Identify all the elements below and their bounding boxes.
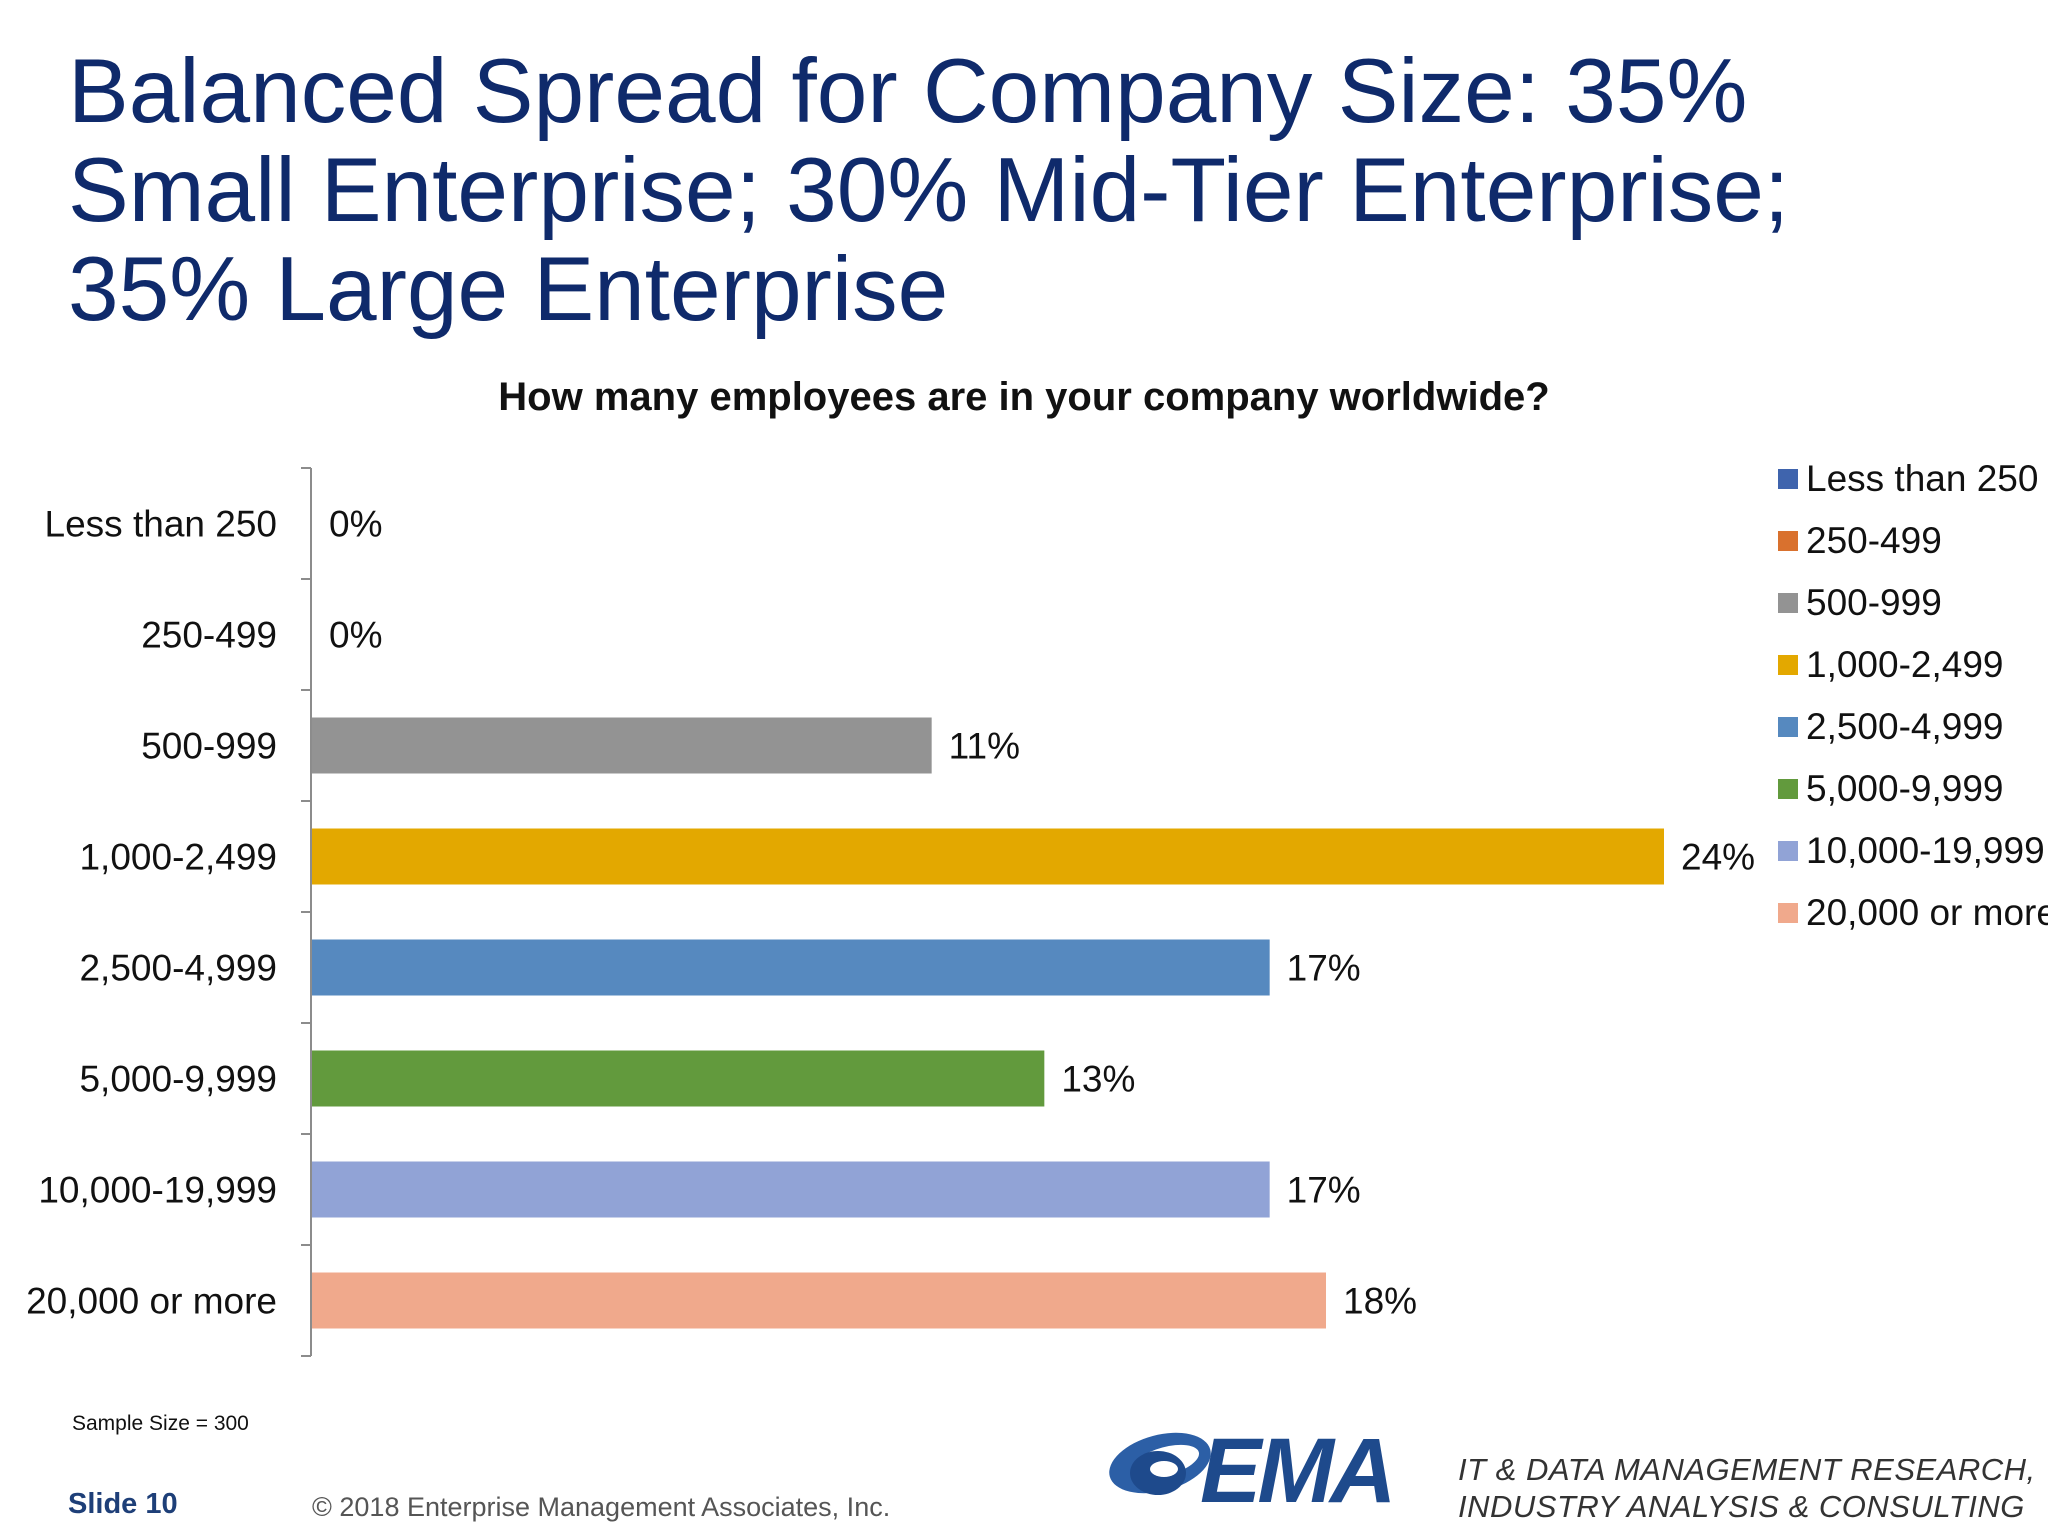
- category-label: 500-999: [141, 726, 277, 767]
- legend-item: 20,000 or more: [1778, 882, 2048, 944]
- data-label: 24%: [1681, 837, 1755, 878]
- ema-logo-text: EMA: [1200, 1420, 1396, 1522]
- sample-size-note: Sample Size = 300: [72, 1412, 249, 1435]
- slide-title: Balanced Spread for Company Size: 35% Sm…: [68, 42, 1968, 339]
- legend-item: 2,500-4,999: [1778, 696, 2048, 758]
- legend-item: 5,000-9,999: [1778, 758, 2048, 820]
- legend-swatch: [1778, 903, 1798, 923]
- category-label: 1,000-2,499: [79, 837, 277, 878]
- data-label: 13%: [1061, 1059, 1135, 1100]
- category-label: 2,500-4,999: [79, 948, 277, 989]
- legend-label: 2,500-4,999: [1806, 706, 2004, 747]
- bar: [312, 1272, 1326, 1329]
- legend-label: 10,000-19,999: [1806, 830, 2045, 871]
- company-tagline: IT & DATA MANAGEMENT RESEARCH, INDUSTRY …: [1458, 1451, 2036, 1525]
- legend-label: Less than 250: [1806, 458, 2039, 499]
- slide-title-line-3: 35% Large Enterprise: [68, 239, 949, 340]
- slide-title-line-2: Small Enterprise; 30% Mid-Tier Enterpris…: [68, 140, 1790, 241]
- legend-item: 1,000-2,499: [1778, 634, 2048, 696]
- legend-item: 10,000-19,999: [1778, 820, 2048, 882]
- data-label: 17%: [1287, 1170, 1361, 1211]
- data-label: 0%: [329, 615, 382, 656]
- category-label: Less than 250: [45, 504, 277, 545]
- chart-title: How many employees are in your company w…: [498, 375, 1550, 419]
- legend-swatch: [1778, 779, 1798, 799]
- bar: [312, 939, 1270, 996]
- copyright-notice: © 2018 Enterprise Management Associates,…: [312, 1492, 891, 1522]
- tagline-line-2: INDUSTRY ANALYSIS & CONSULTING: [1458, 1489, 2025, 1524]
- category-label: 20,000 or more: [26, 1281, 277, 1322]
- ema-swoosh-icon: [1109, 1432, 1211, 1495]
- legend-item: 500-999: [1778, 572, 2048, 634]
- data-label: 17%: [1287, 948, 1361, 989]
- bar-chart: Less than 250 0% 250-499 0% 500-999 11% 1,000-…: [26, 467, 1755, 1357]
- bar: [312, 1161, 1270, 1218]
- category-label: 5,000-9,999: [79, 1059, 277, 1100]
- legend-swatch: [1778, 655, 1798, 675]
- legend-label: 5,000-9,999: [1806, 768, 2004, 809]
- data-label: 11%: [949, 726, 1020, 767]
- bar: [312, 717, 932, 774]
- tagline-line-1: IT & DATA MANAGEMENT RESEARCH,: [1458, 1452, 2036, 1487]
- legend-label: 500-999: [1806, 582, 1942, 623]
- chart-legend: Less than 250 250-499 500-999 1,000-2,499 2,…: [1778, 448, 2048, 944]
- category-label: 250-499: [141, 615, 277, 656]
- data-label: 0%: [329, 504, 382, 545]
- data-label: 18%: [1343, 1281, 1417, 1322]
- bar: [312, 828, 1664, 885]
- legend-swatch: [1778, 593, 1798, 613]
- legend-label: 1,000-2,499: [1806, 644, 2004, 685]
- legend-swatch: [1778, 531, 1798, 551]
- category-label: 10,000-19,999: [38, 1170, 277, 1211]
- ema-logo: EMA: [1100, 1415, 1418, 1525]
- slide-title-line-1: Balanced Spread for Company Size: 35%: [68, 41, 1748, 142]
- bar: [312, 1050, 1045, 1107]
- legend-swatch: [1778, 841, 1798, 861]
- legend-item: Less than 250: [1778, 448, 2048, 510]
- slide-number: Slide 10: [68, 1488, 178, 1520]
- legend-label: 20,000 or more: [1806, 892, 2048, 933]
- legend-item: 250-499: [1778, 510, 2048, 572]
- legend-swatch: [1778, 717, 1798, 737]
- legend-label: 250-499: [1806, 520, 1942, 561]
- legend-swatch: [1778, 469, 1798, 489]
